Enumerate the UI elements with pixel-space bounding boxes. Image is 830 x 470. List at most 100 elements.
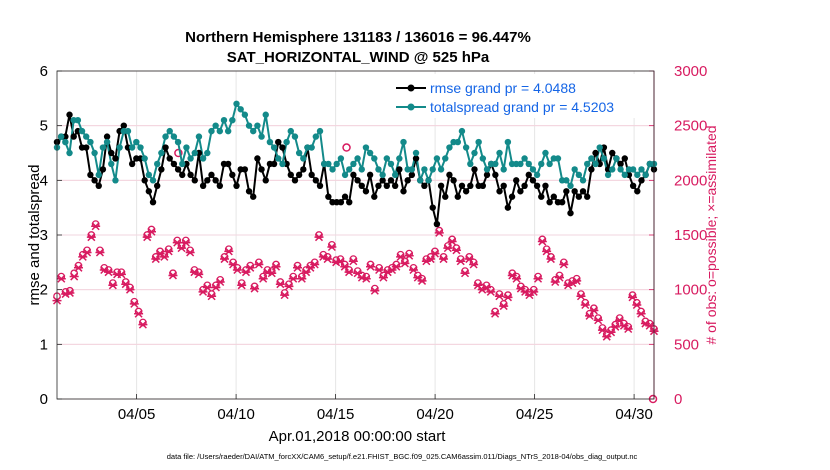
y-right-tick-label-6: 3000	[674, 63, 707, 80]
series-point-rmse	[346, 199, 353, 206]
x-tick-label-0: 04/05	[118, 406, 156, 423]
series-point-spread	[454, 138, 461, 146]
obs-assimilated-point	[293, 263, 303, 272]
obs-assimilated-point	[606, 328, 616, 337]
y-right-tick-label-5: 2500	[674, 118, 707, 135]
obs-assimilated-point	[82, 248, 92, 257]
series-point-rmse	[550, 193, 558, 200]
obs-assimilated-point	[228, 260, 238, 269]
obs-assimilated-point	[486, 287, 496, 296]
series-point-rmse	[500, 182, 507, 189]
series-point-rmse	[103, 133, 111, 140]
series-point-spread	[604, 171, 612, 179]
series-point-spread	[283, 138, 290, 146]
series-point-rmse	[358, 182, 365, 189]
series-point-rmse	[245, 188, 253, 195]
series-point-spread	[337, 155, 345, 162]
series-point-rmse	[153, 182, 161, 189]
obs-assimilated-point	[56, 274, 66, 283]
series-point-spread	[78, 127, 86, 135]
obs-assimilated-point	[572, 276, 582, 285]
series-point-rmse	[479, 182, 487, 189]
chart-subtitle: SAT_HORIZONTAL_WIND @ 525 hPa	[227, 49, 490, 66]
series-point-spread	[579, 177, 587, 184]
x-tick-label-3: 04/20	[416, 406, 454, 423]
series-point-spread	[387, 160, 395, 168]
series-point-spread	[563, 177, 570, 184]
series-point-spread	[634, 171, 641, 179]
series-point-rmse	[571, 188, 578, 195]
series-point-spread	[137, 144, 144, 151]
obs-assimilated-point	[104, 268, 114, 277]
series-point-rmse	[354, 177, 361, 184]
obs-assimilated-point	[108, 281, 118, 290]
series-point-rmse	[366, 171, 374, 179]
obs-assimilated-point	[142, 233, 152, 242]
obs-extra-point	[174, 148, 183, 158]
series-point-spread	[300, 155, 307, 162]
y-axis-label: rmse and totalspread	[26, 165, 43, 306]
obs-assimilated-point	[490, 309, 500, 318]
obs-assimilated-point	[310, 260, 320, 269]
obs-assimilated-point	[460, 269, 470, 278]
series-point-spread	[496, 149, 503, 157]
series-point-spread	[287, 127, 294, 135]
series-point-spread	[571, 166, 578, 173]
series-point-rmse	[492, 171, 499, 179]
obs-assimilated-point	[172, 238, 182, 247]
obs-assimilated-point	[211, 283, 221, 292]
series-point-spread	[212, 122, 219, 129]
series-point-spread	[379, 171, 386, 179]
series-point-spread	[74, 117, 82, 124]
series-point-spread	[346, 166, 353, 173]
obs-assimilated-point	[503, 293, 513, 302]
obs-assimilated-point	[125, 285, 135, 294]
series-point-spread	[83, 133, 90, 140]
series-point-spread	[166, 127, 173, 135]
series-point-spread	[233, 100, 240, 108]
obs-assimilated-point	[456, 257, 466, 266]
series-point-rmse	[621, 155, 628, 162]
series-point-rmse	[575, 193, 583, 200]
series-point-rmse	[191, 177, 198, 184]
series-point-spread	[504, 138, 512, 146]
obs-assimilated-point	[396, 252, 406, 261]
obs-assimilated-point	[404, 251, 414, 260]
series-point-spread	[383, 155, 391, 162]
series-point-spread	[220, 117, 228, 124]
obs-assimilated-point	[417, 276, 427, 285]
obs-assimilated-point	[69, 272, 79, 281]
series-point-rmse	[224, 160, 232, 168]
series-point-rmse	[542, 182, 549, 189]
series-point-rmse	[112, 155, 119, 162]
series-point-spread	[471, 149, 478, 157]
series-point-spread	[199, 155, 207, 162]
series-point-rmse	[517, 188, 524, 195]
series-point-rmse	[579, 188, 587, 195]
obs-assimilated-point	[73, 263, 83, 272]
series-point-rmse	[120, 122, 127, 129]
x-tick-label-2: 04/15	[317, 406, 355, 423]
series-point-spread	[462, 144, 470, 151]
series-point-spread	[312, 133, 320, 140]
series-point-spread	[617, 166, 624, 173]
series-point-rmse	[462, 188, 470, 195]
series-point-rmse	[216, 182, 224, 189]
series-point-spread	[258, 133, 265, 140]
y-tick-label-3: 3	[40, 227, 48, 244]
series-point-rmse	[275, 138, 282, 146]
series-point-rmse	[337, 199, 345, 206]
series-point-spread	[262, 111, 269, 118]
series-point-rmse	[584, 193, 591, 200]
series-point-spread	[124, 127, 132, 135]
obs-assimilated-point	[168, 271, 178, 280]
series-point-spread	[492, 160, 499, 168]
series-point-spread	[112, 177, 119, 184]
series-point-spread	[266, 138, 274, 146]
series-point-spread	[275, 155, 282, 162]
series-point-spread	[584, 160, 591, 168]
series-point-spread	[354, 155, 361, 162]
y-tick-label-5: 5	[40, 118, 48, 135]
obs-assimilated-point	[220, 255, 230, 264]
series-point-spread	[417, 177, 424, 184]
